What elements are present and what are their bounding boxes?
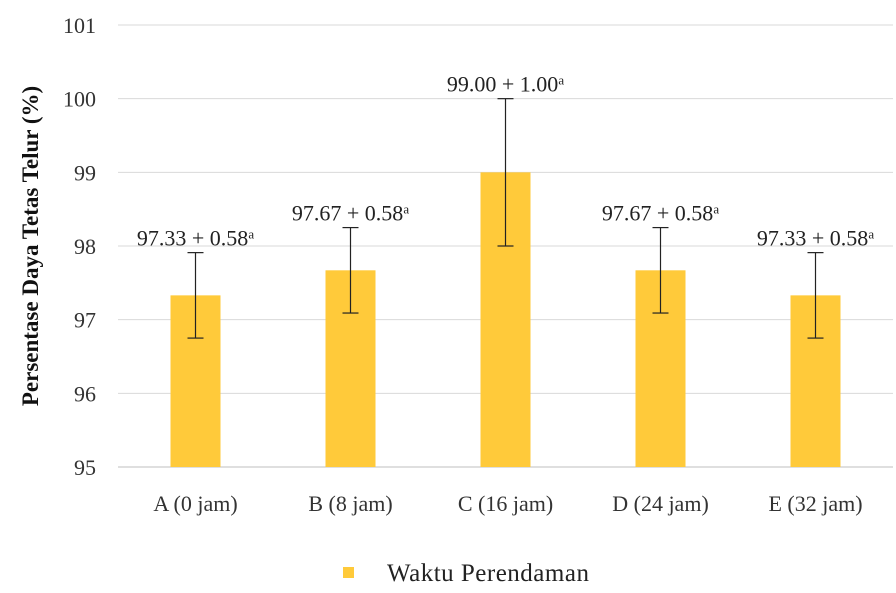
error-bar [187, 252, 204, 339]
data-labels: 97.33 + 0.58a 97.67 + 0.58a 99.00 + 1.00a 9… [137, 72, 874, 251]
legend: Waktu Perendaman [343, 560, 589, 587]
y-axis-label: Persentase Daya Tetas Telur (%) [18, 86, 43, 406]
x-tick-label: B (8 jam) [308, 491, 392, 516]
error-bar [497, 98, 514, 247]
x-tick-label: D (24 jam) [612, 491, 709, 516]
x-tick-label: C (16 jam) [458, 491, 553, 516]
data-label: 97.33 + 0.58a [757, 226, 874, 251]
legend-swatch [343, 567, 354, 578]
error-bar [652, 226, 669, 314]
legend-label: Waktu Perendaman [387, 560, 589, 587]
x-tick-label: E (32 jam) [768, 491, 862, 516]
y-tick-label: 100 [63, 87, 96, 112]
data-label: 99.00 + 1.00a [447, 72, 564, 97]
x-tick-label: A (0 jam) [153, 491, 237, 516]
data-label: 97.67 + 0.58a [292, 201, 409, 226]
y-tick-label: 97 [74, 308, 96, 333]
x-tick-labels: A (0 jam) B (8 jam) C (16 jam) D (24 jam) E … [153, 491, 862, 516]
data-label: 97.67 + 0.58a [602, 201, 719, 226]
y-tick-label: 96 [74, 381, 96, 406]
y-tick-label: 98 [74, 234, 96, 259]
error-bar [807, 252, 824, 339]
y-tick-label: 101 [63, 13, 96, 38]
y-tick-label: 95 [74, 455, 96, 480]
y-tick-labels: 95 96 97 98 99 100 101 [63, 13, 96, 480]
error-bar [342, 226, 359, 314]
error-bars [187, 98, 824, 339]
data-label: 97.33 + 0.58a [137, 226, 254, 251]
y-tick-label: 99 [74, 160, 96, 185]
